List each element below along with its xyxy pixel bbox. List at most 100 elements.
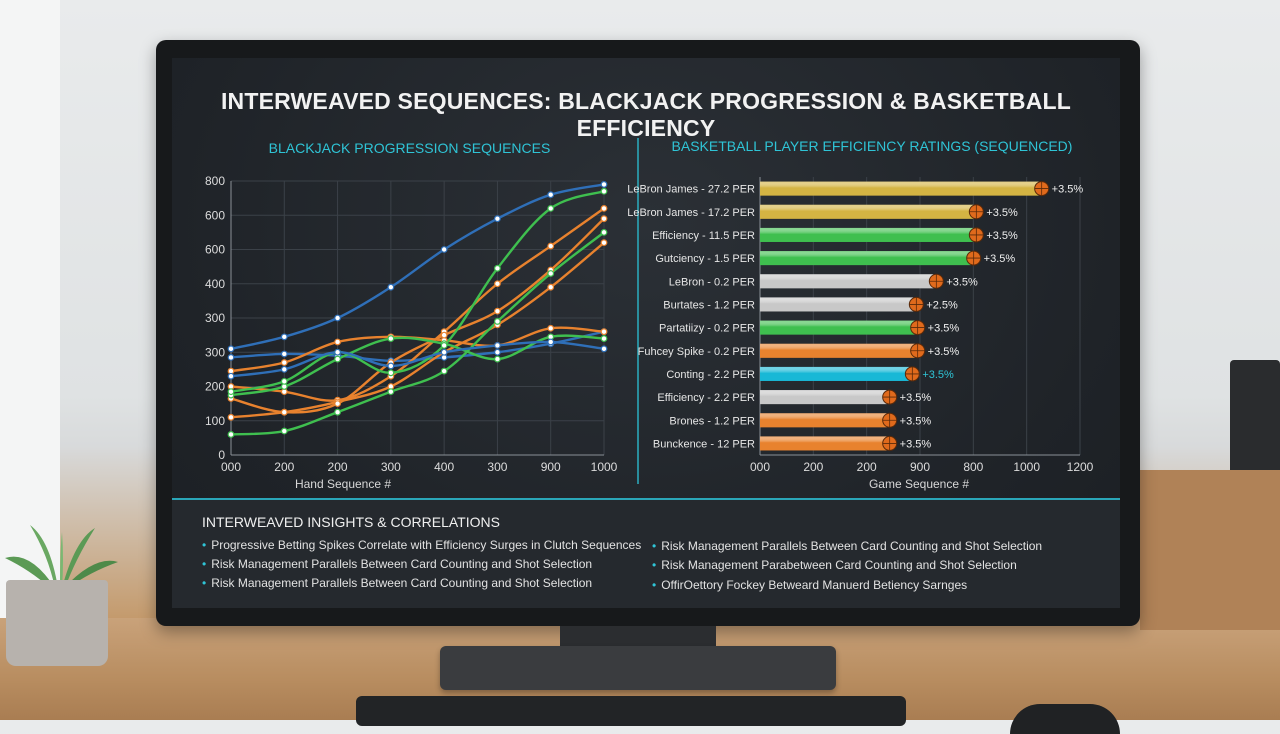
data-point	[334, 400, 341, 408]
bar-annotation: +3.5%	[900, 415, 932, 427]
bar-shine	[760, 204, 974, 219]
bar-category-label: LeBron - 0.2 PER	[669, 276, 755, 288]
dashboard-screen: INTERWEAVED SEQUENCES: BLACKJACK PROGRES…	[172, 58, 1120, 608]
data-point	[440, 342, 448, 349]
bar-shine	[760, 227, 974, 242]
data-point	[547, 338, 555, 346]
bar-category-label: LeBron James - 27.2 PER	[627, 184, 755, 196]
insight-left-2: • Risk Management Parallels Between Card …	[202, 557, 593, 571]
bar-annotation: +3.5%	[922, 369, 954, 381]
data-point	[227, 388, 235, 396]
bar-x-tick-label: 1200	[1067, 460, 1094, 474]
data-point	[440, 246, 448, 253]
data-point	[600, 204, 608, 212]
bar-shine	[760, 436, 887, 451]
bar-annotation: +3.5%	[900, 438, 932, 450]
bar-shine	[760, 390, 887, 405]
data-point	[600, 345, 608, 353]
y-tick-label: 800	[205, 174, 225, 188]
insight-left-1: • Progressive Betting Spikes Correlate wi…	[202, 538, 642, 552]
data-point	[227, 353, 235, 361]
insight-right-2: • Risk Management Parabetween Card Counti…	[652, 558, 1017, 572]
y-tick-label: 300	[205, 311, 225, 325]
data-point	[494, 264, 501, 272]
bar-annotation: +2.5%	[926, 299, 958, 311]
x-tick-label: 900	[541, 460, 561, 474]
data-point	[494, 342, 501, 349]
bar-shine	[760, 343, 915, 358]
data-point	[600, 181, 608, 188]
monitor-base	[440, 646, 836, 690]
y-tick-label: 600	[205, 243, 225, 257]
bar-shine	[760, 251, 971, 266]
data-point	[600, 335, 608, 342]
basketball-seam	[969, 204, 984, 219]
data-point	[600, 239, 608, 247]
data-point	[227, 431, 235, 438]
bar-category-label: Efficiency - 11.5 PER	[652, 230, 755, 242]
x-tick-label: 400	[434, 460, 454, 474]
bar-x-tick-label: 1000	[1013, 460, 1040, 474]
basketball-seam	[882, 390, 897, 405]
data-point	[494, 348, 501, 356]
bar-shine	[760, 297, 914, 312]
x-tick-label: 300	[381, 460, 401, 474]
basketball-seam	[1034, 181, 1049, 196]
y-tick-label: 0	[218, 448, 225, 462]
bar-category-label: Partatiizy - 0.2 PER	[659, 323, 755, 335]
data-point	[600, 328, 608, 336]
data-point	[547, 283, 555, 291]
series-line-10	[230, 340, 605, 378]
data-point	[334, 355, 341, 363]
series-line-1	[230, 183, 605, 350]
plant-pot	[6, 580, 108, 666]
keyboard	[356, 696, 906, 726]
data-point	[440, 367, 448, 375]
data-point	[600, 215, 608, 223]
data-point	[334, 408, 341, 416]
x-tick-label: 300	[487, 460, 507, 474]
data-point	[280, 427, 288, 435]
y-tick-label: 200	[205, 380, 225, 394]
data-point	[280, 333, 288, 341]
basketball-seam	[910, 343, 925, 358]
bar-shine	[760, 366, 910, 381]
series-line-9	[230, 190, 605, 393]
basketball-seam	[905, 366, 920, 381]
basketball-seam	[909, 297, 924, 312]
window-light	[0, 0, 60, 620]
bar-category-label: Bunckence - 12 PER	[653, 438, 755, 450]
side-shelf	[1140, 470, 1280, 630]
x-axis-label: Hand Sequence #	[295, 477, 391, 491]
basketball-seam	[882, 413, 897, 428]
x-tick-label: 200	[328, 460, 348, 474]
data-point	[547, 242, 555, 250]
speaker	[1230, 360, 1280, 480]
bar-annotation: +3.5%	[946, 276, 978, 288]
data-point	[547, 204, 555, 212]
data-point	[334, 338, 341, 346]
panel-divider	[637, 138, 639, 484]
bar-annotation: +3.5%	[900, 392, 932, 404]
y-tick-label: 400	[205, 277, 225, 291]
line-chart: 0 100 200 300 300 400 600 600 800 000 200 200 300 40…	[205, 174, 618, 491]
dashboard-title: INTERWEAVED SEQUENCES: BLACKJACK PROGRES…	[220, 88, 1072, 141]
data-point	[440, 348, 448, 356]
data-point	[494, 355, 501, 363]
bar-category-label: Efficiency - 2.2 PER	[657, 392, 755, 404]
bar-annotation: +3.5%	[986, 207, 1018, 219]
bar-x-tick-label: 200	[857, 460, 877, 474]
data-point	[280, 350, 288, 358]
y-tick-label: 300	[205, 345, 225, 359]
bar-category-label: Burtates - 1.2 PER	[663, 299, 755, 311]
x-tick-label: 000	[221, 460, 241, 474]
data-point	[227, 413, 235, 421]
data-point	[227, 345, 235, 353]
data-point	[547, 191, 555, 199]
bar-chart: LeBron James - 27.2 PER LeBron James - 17…	[627, 177, 1094, 491]
insight-right-3: • OffirOettory Fockey Betweard Manuerd Be…	[652, 578, 968, 592]
x-tick-label: 1000	[591, 460, 618, 474]
data-point	[387, 335, 395, 342]
data-point	[494, 280, 501, 288]
data-point	[387, 362, 395, 370]
